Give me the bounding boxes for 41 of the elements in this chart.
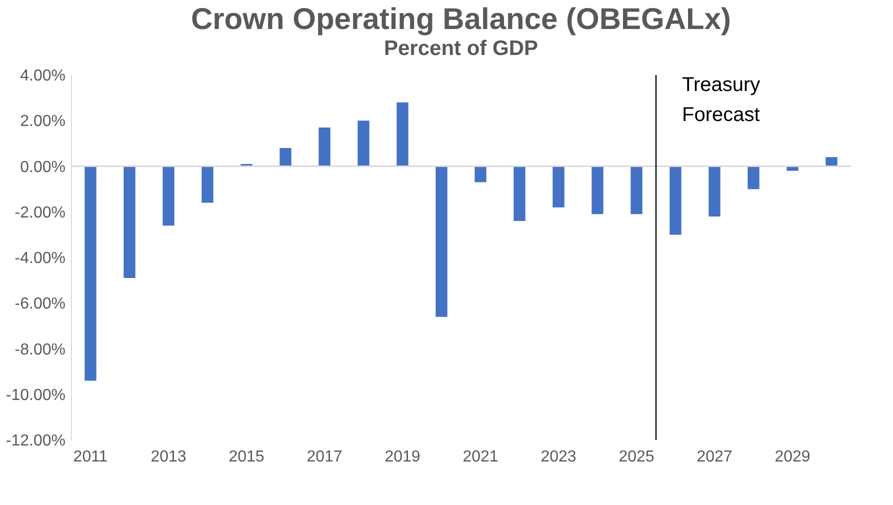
bar: [202, 166, 214, 203]
y-tick-label: -2.00%: [14, 204, 66, 222]
bar: [786, 166, 798, 171]
x-tick-label: 2013: [150, 448, 186, 466]
bar: [162, 166, 174, 226]
bar: [630, 166, 642, 214]
y-tick-label: 2.00%: [20, 113, 66, 130]
bar: [358, 120, 370, 166]
y-tick-label: -4.00%: [14, 250, 66, 267]
y-tick-label: -12.00%: [6, 432, 66, 450]
bar: [708, 166, 720, 216]
bar: [748, 166, 760, 190]
chart-title: Crown Operating Balance (OBEGALx): [190, 3, 732, 36]
x-tick-label: 2021: [462, 448, 498, 466]
y-tick-label: -6.00%: [14, 296, 66, 313]
bar: [474, 166, 486, 182]
y-tick-label: 0.00%: [20, 158, 66, 176]
chart-subtitle: Percent of GDP: [384, 37, 538, 60]
bar: [592, 166, 604, 214]
bar: [396, 102, 408, 166]
y-tick-label: 4.00%: [20, 68, 66, 84]
x-tick-label: 2015: [228, 448, 264, 466]
bar: [124, 166, 136, 278]
x-tick-label: 2023: [540, 448, 576, 466]
y-tick-label: -8.00%: [14, 341, 66, 358]
x-tick-label: 2017: [306, 448, 342, 466]
bar: [552, 166, 564, 208]
bar: [318, 127, 330, 166]
bar: [826, 157, 838, 166]
ref-line-label: Treasury Forecast: [682, 74, 760, 126]
x-tick-label: 2019: [384, 448, 420, 466]
x-tick-label: 2029: [774, 448, 810, 466]
x-tick-label: 2027: [696, 448, 732, 466]
x-tick-label: 2025: [618, 448, 654, 466]
y-tick-label: -10.00%: [6, 386, 66, 404]
bar: [436, 166, 448, 317]
bar: [514, 166, 526, 221]
bar: [670, 166, 682, 235]
x-tick-label: 2011: [73, 448, 108, 466]
bar: [280, 148, 292, 166]
bar: [84, 166, 96, 381]
